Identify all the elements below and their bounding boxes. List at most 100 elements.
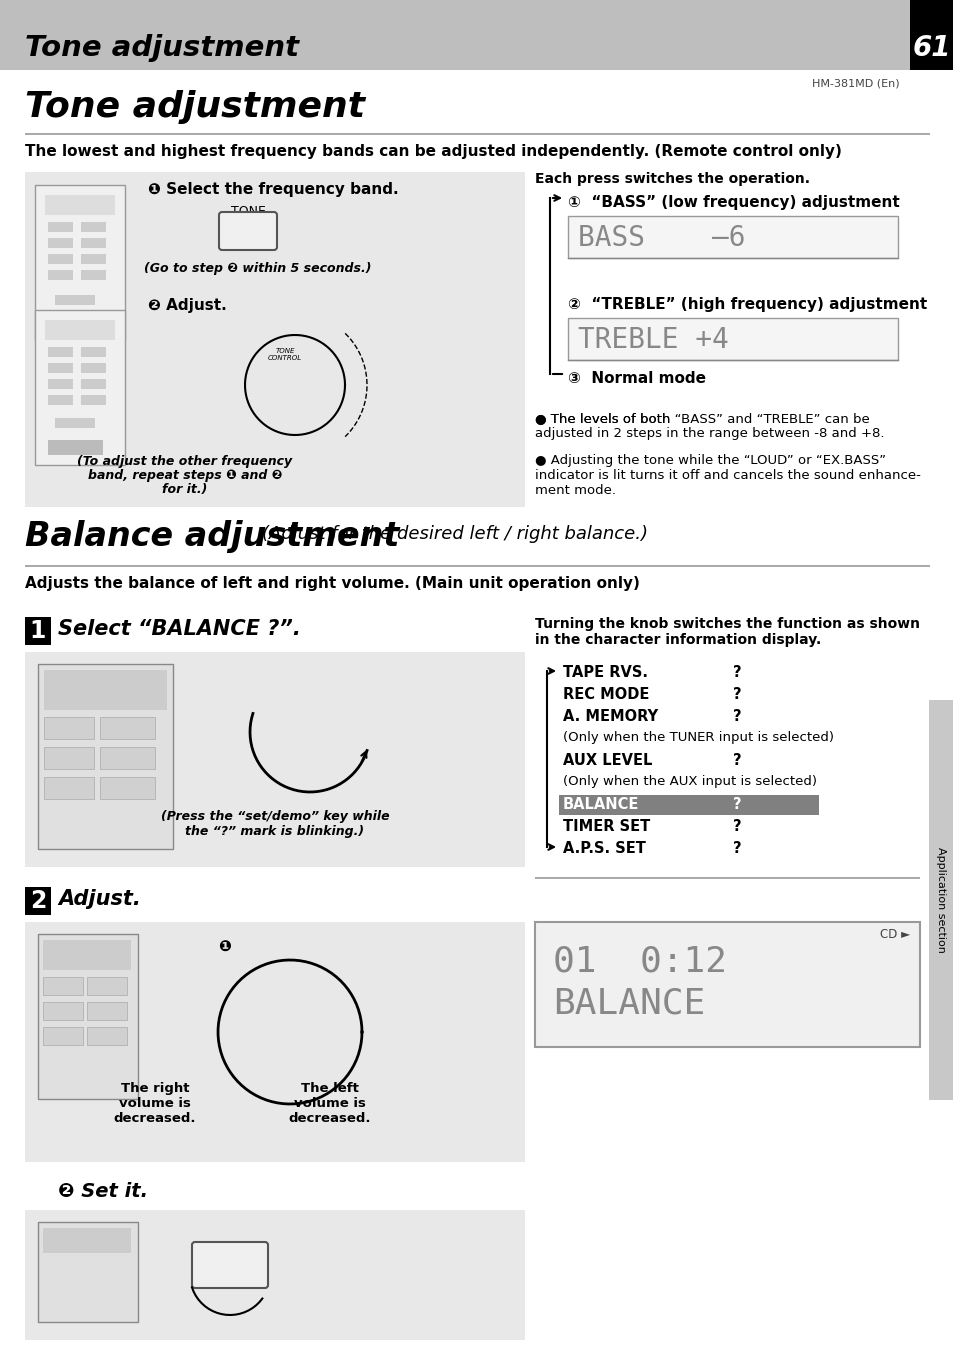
- Text: ● Adjusting the tone while the “LOUD” or “EX.BASS”
indicator is lit turns it off: ● Adjusting the tone while the “LOUD” or…: [535, 454, 920, 497]
- Text: ①  “BASS” (low frequency) adjustment: ① “BASS” (low frequency) adjustment: [567, 195, 899, 209]
- Text: ❷ Set it.: ❷ Set it.: [58, 1182, 148, 1201]
- Text: ②  “TREBLE” (high frequency) adjustment: ② “TREBLE” (high frequency) adjustment: [567, 297, 926, 312]
- Bar: [45, 195, 115, 215]
- Text: TAPE RVS.: TAPE RVS.: [562, 665, 647, 680]
- Text: TONE
CONTROL: TONE CONTROL: [268, 349, 302, 361]
- Text: Tone adjustment: Tone adjustment: [25, 34, 298, 62]
- Bar: [558, 794, 818, 815]
- Bar: [48, 222, 73, 232]
- Bar: [567, 216, 897, 258]
- Text: (Press the “set/demo” key while
the “?” mark is blinking.): (Press the “set/demo” key while the “?” …: [160, 811, 389, 838]
- Text: ?: ?: [732, 709, 740, 724]
- Bar: [43, 940, 131, 970]
- Text: (Only when the TUNER input is selected): (Only when the TUNER input is selected): [562, 731, 833, 744]
- Bar: [567, 317, 897, 359]
- Text: (Adjust for the desired left / right balance.): (Adjust for the desired left / right bal…: [262, 526, 647, 543]
- Bar: [55, 417, 95, 428]
- Text: REC MODE: REC MODE: [562, 688, 649, 703]
- Text: The lowest and highest frequency bands can be adjusted independently. (Remote co: The lowest and highest frequency bands c…: [25, 145, 841, 159]
- Text: (Go to step ❷ within 5 seconds.): (Go to step ❷ within 5 seconds.): [144, 262, 372, 276]
- Text: ❶ Select the frequency band.: ❶ Select the frequency band.: [148, 182, 398, 197]
- Bar: [25, 653, 524, 867]
- Bar: [35, 185, 125, 340]
- Text: ?: ?: [732, 797, 740, 812]
- Text: (To adjust the other frequency: (To adjust the other frequency: [77, 455, 293, 467]
- Text: 2: 2: [30, 889, 46, 913]
- Text: Select “BALANCE ?”.: Select “BALANCE ?”.: [58, 619, 300, 639]
- Text: ● The levels of both: ● The levels of both: [535, 412, 674, 426]
- Text: CD ►: CD ►: [879, 928, 909, 942]
- Bar: [25, 617, 51, 644]
- Text: Adjust.: Adjust.: [58, 889, 141, 909]
- Bar: [535, 921, 919, 1047]
- Bar: [81, 363, 106, 373]
- Bar: [43, 1027, 83, 1046]
- Text: A. MEMORY: A. MEMORY: [562, 709, 658, 724]
- FancyBboxPatch shape: [219, 212, 276, 250]
- Text: (Only when the AUX input is selected): (Only when the AUX input is selected): [562, 775, 816, 788]
- Bar: [48, 380, 73, 389]
- Text: Each press switches the operation.: Each press switches the operation.: [535, 172, 809, 186]
- Bar: [535, 877, 919, 878]
- Text: ?: ?: [732, 842, 740, 857]
- Text: TONE: TONE: [231, 205, 265, 218]
- Bar: [81, 222, 106, 232]
- Text: Balance adjustment: Balance adjustment: [25, 520, 399, 553]
- Text: TREBLE +4: TREBLE +4: [578, 326, 728, 354]
- Bar: [25, 1210, 524, 1340]
- Text: The right
volume is
decreased.: The right volume is decreased.: [113, 1082, 196, 1125]
- Bar: [25, 132, 929, 135]
- Text: TIMER SET: TIMER SET: [562, 819, 650, 834]
- Bar: [81, 347, 106, 357]
- Bar: [48, 394, 73, 405]
- Bar: [35, 309, 125, 465]
- Text: ③  Normal mode: ③ Normal mode: [567, 372, 705, 386]
- Bar: [81, 270, 106, 280]
- Bar: [48, 347, 73, 357]
- Bar: [100, 717, 154, 739]
- Text: Application section: Application section: [935, 847, 945, 952]
- Bar: [48, 238, 73, 249]
- Bar: [25, 565, 929, 567]
- Bar: [45, 320, 115, 340]
- Text: The left
volume is
decreased.: The left volume is decreased.: [289, 1082, 371, 1125]
- Text: BALANCE: BALANCE: [562, 797, 639, 812]
- Bar: [55, 295, 95, 305]
- Bar: [25, 172, 524, 507]
- Bar: [44, 777, 94, 798]
- Bar: [38, 1223, 138, 1323]
- Text: ❶: ❶: [218, 940, 232, 955]
- Bar: [81, 394, 106, 405]
- Text: ● The levels of both “BASS” and “TREBLE” can be
adjusted in 2 steps in the range: ● The levels of both “BASS” and “TREBLE”…: [535, 412, 883, 440]
- Text: 01  0:12: 01 0:12: [553, 944, 726, 978]
- Bar: [38, 663, 172, 848]
- Bar: [928, 700, 953, 1100]
- Bar: [48, 254, 73, 263]
- Text: BALANCE: BALANCE: [553, 988, 704, 1021]
- Text: ❷ Adjust.: ❷ Adjust.: [148, 299, 227, 313]
- Bar: [48, 315, 103, 330]
- Text: 61: 61: [912, 34, 950, 62]
- Bar: [38, 934, 138, 1098]
- Bar: [48, 270, 73, 280]
- Text: Adjusts the balance of left and right volume. (Main unit operation only): Adjusts the balance of left and right vo…: [25, 576, 639, 590]
- Bar: [43, 977, 83, 994]
- Text: ?: ?: [732, 688, 740, 703]
- FancyBboxPatch shape: [192, 1242, 268, 1288]
- Bar: [100, 747, 154, 769]
- Text: HM-381MD (En): HM-381MD (En): [812, 78, 899, 88]
- Bar: [87, 1002, 127, 1020]
- Bar: [44, 717, 94, 739]
- Bar: [44, 747, 94, 769]
- Bar: [100, 777, 154, 798]
- Bar: [43, 1002, 83, 1020]
- Bar: [25, 921, 524, 1162]
- Text: BASS    —6: BASS —6: [578, 224, 744, 253]
- Bar: [25, 888, 51, 915]
- Text: for it.): for it.): [162, 484, 208, 496]
- Text: A.P.S. SET: A.P.S. SET: [562, 842, 645, 857]
- Text: ?: ?: [732, 819, 740, 834]
- Bar: [909, 0, 953, 70]
- Bar: [48, 363, 73, 373]
- Text: AUX LEVEL: AUX LEVEL: [562, 753, 652, 767]
